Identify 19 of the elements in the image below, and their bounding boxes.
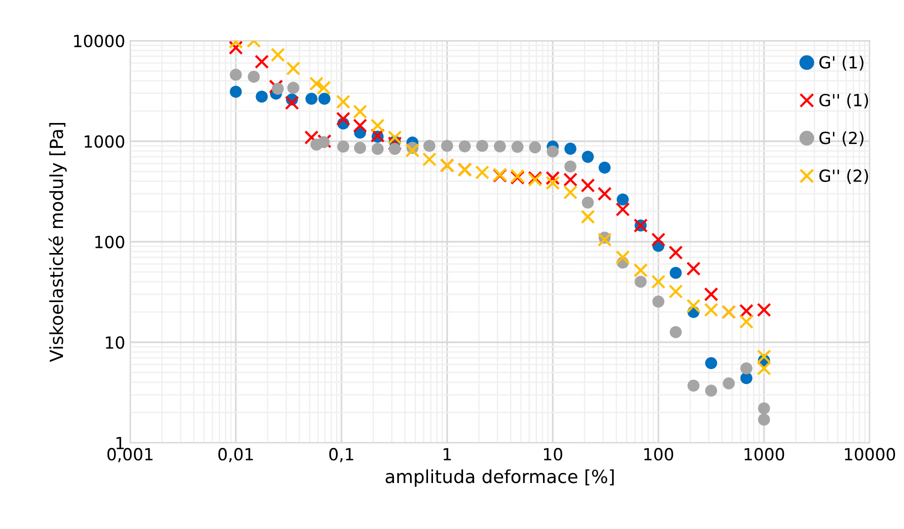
- y-tick-label: 10: [106, 336, 124, 349]
- x-tick-label: 0,1: [329, 448, 354, 462]
- legend-label: G' (2): [819, 131, 864, 146]
- x-tick-label: 100: [644, 448, 674, 461]
- x-tick-label: 1: [444, 448, 451, 460]
- x-tick-label: 1000: [744, 448, 784, 461]
- x-tick-label: 10: [544, 448, 562, 461]
- x-tick-label: 10000: [844, 448, 896, 461]
- legend-label: G' (1): [819, 56, 864, 71]
- y-tick-label: 100: [95, 236, 124, 248]
- y-tick-label: 1: [116, 436, 124, 450]
- y-axis-title: Viskoelastické moduly [Pa]: [48, 122, 67, 362]
- x-tick-label: 0,01: [218, 448, 253, 462]
- y-tick-label: 1000: [84, 135, 124, 148]
- legend-label: G'' (1): [819, 94, 868, 108]
- x-axis-title: amplituda deformace [%]: [386, 469, 614, 487]
- y-tick-label: 10000: [74, 34, 124, 48]
- x-tick-label: 0,001: [107, 448, 152, 462]
- legend-label: G'' (2): [819, 169, 868, 184]
